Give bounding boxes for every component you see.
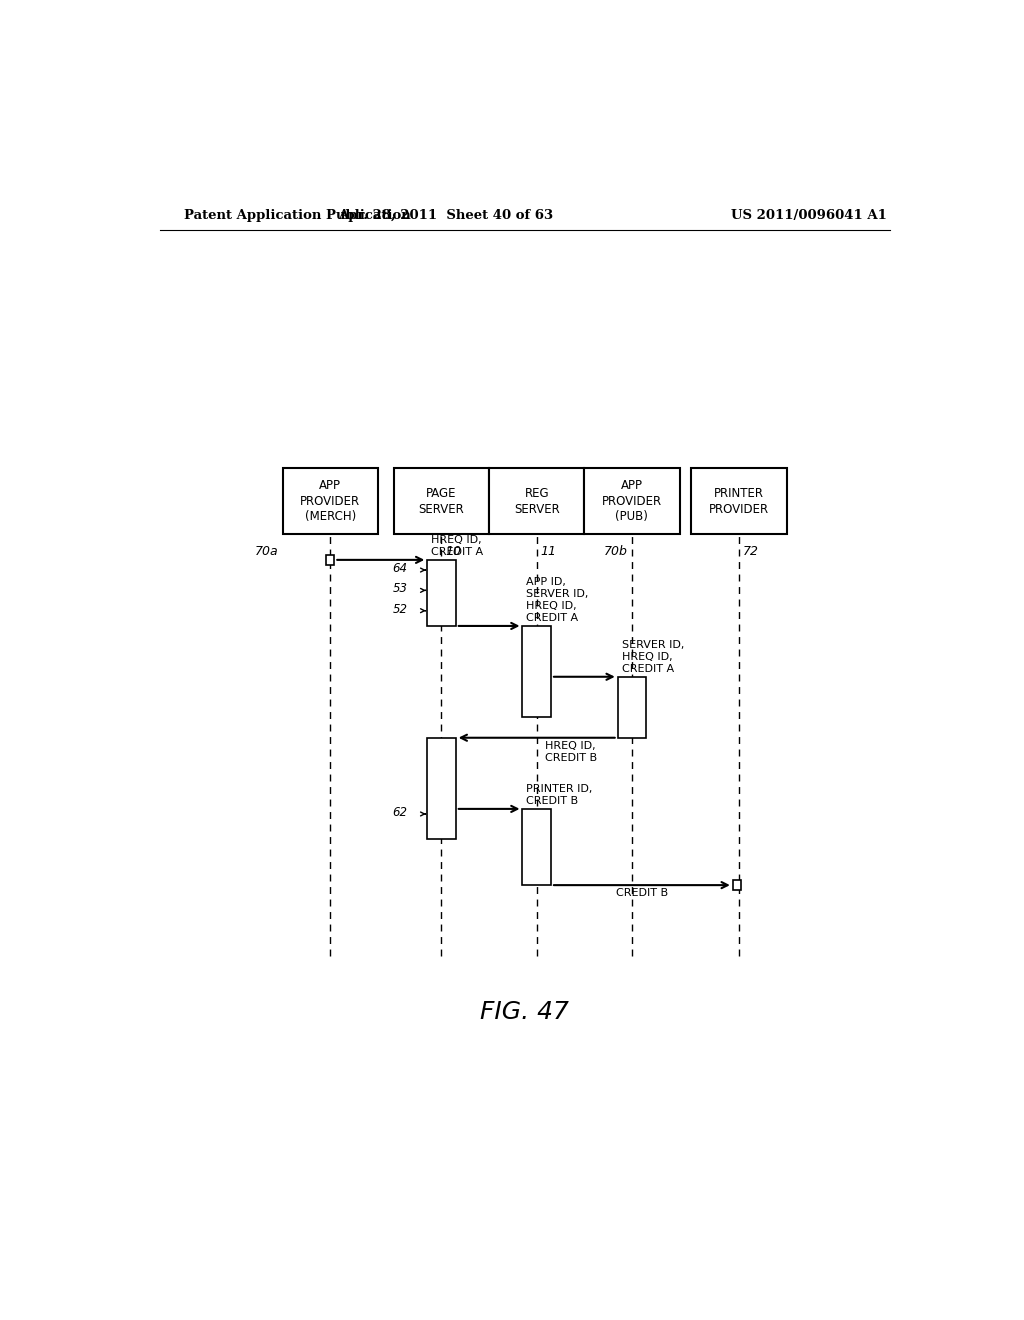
Text: APP ID,
SERVER ID,
HREQ ID,
CREDIT A: APP ID, SERVER ID, HREQ ID, CREDIT A: [526, 577, 589, 623]
Text: APP
PROVIDER
(PUB): APP PROVIDER (PUB): [602, 479, 662, 524]
Bar: [283, 469, 378, 535]
Bar: [522, 809, 551, 886]
Text: US 2011/0096041 A1: US 2011/0096041 A1: [731, 209, 887, 222]
Bar: [489, 469, 585, 535]
Text: CREDIT B: CREDIT B: [615, 888, 668, 898]
Text: APP
PROVIDER
(MERCH): APP PROVIDER (MERCH): [300, 479, 360, 524]
Text: 11: 11: [541, 545, 557, 557]
Text: PRINTER
PROVIDER: PRINTER PROVIDER: [709, 487, 769, 516]
Bar: [733, 880, 740, 890]
Bar: [427, 738, 456, 840]
Text: FIG. 47: FIG. 47: [480, 1001, 569, 1024]
Text: HREQ ID,
CREDIT B: HREQ ID, CREDIT B: [545, 741, 597, 763]
Text: Patent Application Publication: Patent Application Publication: [183, 209, 411, 222]
Bar: [585, 469, 680, 535]
Bar: [394, 469, 489, 535]
Text: 52: 52: [392, 602, 408, 615]
Text: 70a: 70a: [255, 545, 279, 557]
Bar: [617, 677, 646, 738]
Text: 10: 10: [445, 545, 462, 557]
Bar: [327, 554, 334, 565]
Text: SERVER ID,
HREQ ID,
CREDIT A: SERVER ID, HREQ ID, CREDIT A: [622, 640, 684, 673]
Text: Apr. 28, 2011  Sheet 40 of 63: Apr. 28, 2011 Sheet 40 of 63: [338, 209, 553, 222]
Text: REG
SERVER: REG SERVER: [514, 487, 559, 516]
Text: 64: 64: [392, 562, 408, 576]
Bar: [427, 560, 456, 626]
Text: PAGE
SERVER: PAGE SERVER: [419, 487, 464, 516]
Bar: [522, 626, 551, 718]
Text: 72: 72: [743, 545, 759, 557]
Text: 70b: 70b: [604, 545, 628, 557]
Text: HREQ ID,
CREDIT A: HREQ ID, CREDIT A: [431, 535, 483, 557]
Text: 62: 62: [392, 805, 408, 818]
Text: PRINTER ID,
CREDIT B: PRINTER ID, CREDIT B: [526, 784, 593, 805]
Bar: [691, 469, 786, 535]
Text: 53: 53: [392, 582, 408, 595]
